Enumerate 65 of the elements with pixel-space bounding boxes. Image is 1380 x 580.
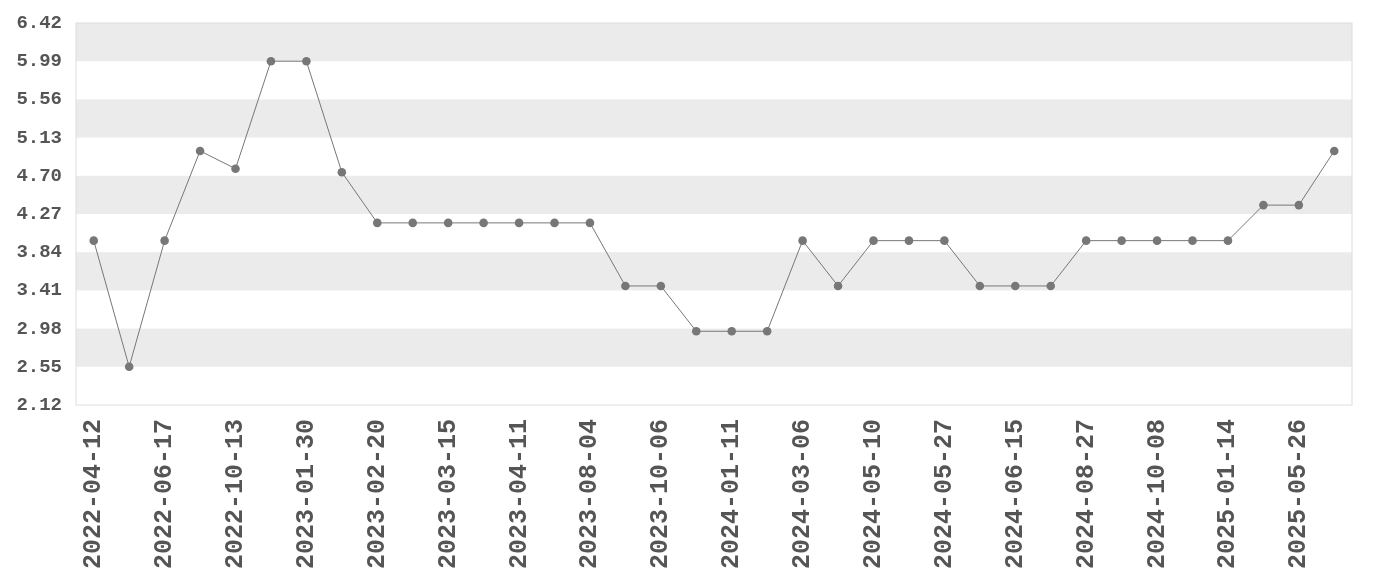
y-tick-label: 4.70 <box>16 164 62 187</box>
point <box>479 218 488 228</box>
point <box>124 362 134 372</box>
point <box>408 218 418 228</box>
point <box>372 218 382 228</box>
x-tick-label: 2023-03-15 <box>433 419 463 570</box>
x-tick-label: 2025-05-26 <box>1284 419 1314 570</box>
point <box>904 236 914 245</box>
x-tick-label: 2023-08-04 <box>575 419 605 570</box>
point <box>337 167 347 177</box>
x-tick-label: 2022-06-17 <box>150 419 180 570</box>
x-tick-label: 2022-04-12 <box>79 419 109 570</box>
y-tick-label: 6.42 <box>16 12 62 34</box>
point <box>656 281 666 291</box>
point <box>160 236 169 245</box>
point <box>691 326 701 336</box>
y-tick-label: 5.56 <box>16 88 62 111</box>
x-tick-label: 2024-10-08 <box>1142 419 1172 570</box>
x-tick-label: 2022-10-13 <box>221 419 250 570</box>
x-tick-label: 2023-02-20 <box>362 419 392 570</box>
x-tick-label: 2025-01-14 <box>1213 419 1243 570</box>
y-tick-label: 4.27 <box>16 203 62 225</box>
x-tick-label: 2023-01-30 <box>291 419 321 570</box>
point <box>1329 146 1339 156</box>
point <box>550 218 559 228</box>
point <box>1259 200 1268 210</box>
point <box>975 281 985 291</box>
point <box>89 236 99 245</box>
point <box>762 326 772 336</box>
point <box>1294 200 1304 210</box>
x-tick-label: 2024-06-15 <box>1000 419 1030 570</box>
point <box>1081 236 1091 245</box>
point <box>798 236 807 245</box>
point <box>1117 236 1126 245</box>
point <box>1223 236 1233 245</box>
point <box>302 56 311 66</box>
point <box>195 146 205 156</box>
point <box>1188 236 1197 245</box>
y-tick-label: 2.98 <box>16 317 62 340</box>
point <box>727 326 737 336</box>
x-tick-label: 2023-10-06 <box>646 419 676 570</box>
y-tick-label: 3.84 <box>16 241 62 264</box>
point <box>1152 236 1162 245</box>
y-tick-label: 3.41 <box>16 279 62 302</box>
point <box>443 218 453 228</box>
y-tick-label: 2.55 <box>16 355 62 378</box>
point <box>833 281 843 291</box>
x-tick-label: 2023-04-11 <box>504 419 534 570</box>
point <box>585 218 595 228</box>
point <box>869 236 878 245</box>
point <box>1010 281 1020 291</box>
point <box>1046 281 1056 291</box>
point <box>940 236 949 245</box>
y-tick-label: 5.13 <box>16 126 62 149</box>
x-tick-label: 2024-08-27 <box>1071 419 1101 570</box>
x-tick-label: 2024-03-06 <box>788 419 818 570</box>
point <box>514 218 524 228</box>
x-tick-label: 2024-05-27 <box>929 419 959 570</box>
y-tick-label: 5.99 <box>16 50 62 73</box>
x-tick-label: 2024-01-11 <box>717 419 747 570</box>
x-tick-label: 2024-05-10 <box>859 419 888 570</box>
point <box>231 164 240 173</box>
point <box>266 56 276 66</box>
y-tick-label: 2.12 <box>16 394 62 416</box>
point <box>621 281 630 291</box>
